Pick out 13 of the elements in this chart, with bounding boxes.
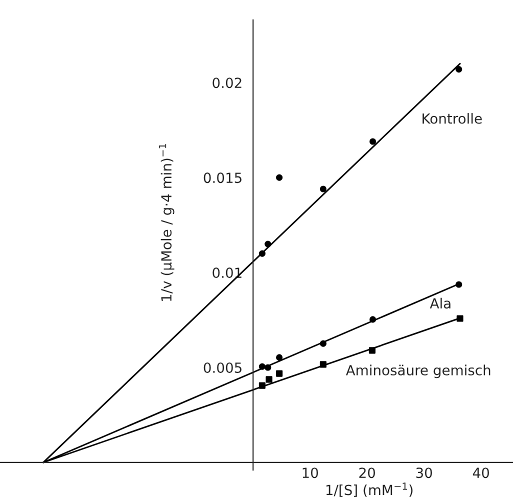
- y-tick-label: 0.005: [204, 362, 242, 373]
- x-axis-title: 1/[S] (mM$^{−1}$): [326, 482, 412, 497]
- x-tick-label: 20: [359, 468, 375, 478]
- y-axis-title: 1/v (µMole / g·4 min)$^{−1}$: [159, 144, 174, 301]
- x-tick-label: 10: [302, 468, 318, 478]
- x-tick-label: 40: [472, 468, 489, 478]
- x-tick-label: 30: [416, 468, 432, 478]
- series-label: Kontrolle: [422, 113, 482, 124]
- y-tick-label: 0.01: [212, 268, 242, 278]
- series-label: Ala: [430, 298, 450, 309]
- series-label: Aminosäure gemisch: [346, 364, 490, 378]
- y-tick-label: 0.015: [204, 172, 242, 184]
- y-tick-label: 0.02: [212, 78, 242, 88]
